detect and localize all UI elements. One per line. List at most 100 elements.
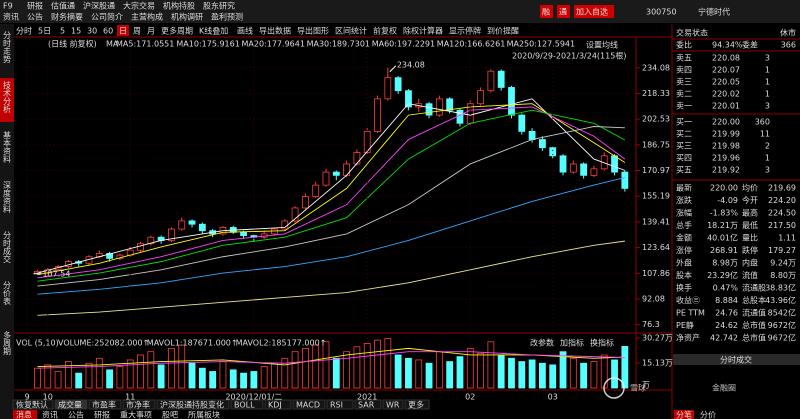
menu-item[interactable]: F9	[3, 2, 13, 11]
volume-bar	[126, 359, 134, 389]
book-price: 219.98	[712, 142, 740, 151]
candle-body	[106, 253, 113, 259]
y-tick-label: 107.86	[642, 269, 670, 278]
bottom-tab[interactable]: SAR	[358, 401, 375, 410]
news-tab[interactable]: 资讯	[42, 410, 58, 419]
toolbar-item[interactable]: 显示停牌	[449, 26, 481, 36]
toolbar-item[interactable]: 前复权	[373, 26, 397, 36]
toolbar-item[interactable]: 到价提醒	[487, 26, 519, 36]
toolbar-item[interactable]: 月	[147, 27, 155, 36]
y-tick-label: 15.13万	[642, 359, 673, 368]
stat-value: 224.20	[768, 196, 796, 205]
y-tick-label: 76.3	[642, 320, 660, 329]
toolbar-item[interactable]: 周	[133, 27, 141, 36]
volume-bar	[291, 351, 299, 389]
menu-item[interactable]: 沪深股通	[83, 1, 115, 11]
bottom-tab[interactable]: 市盈率	[92, 400, 116, 410]
bottom-tab[interactable]: KDJ	[268, 401, 282, 410]
stat-label: 净资产	[676, 333, 700, 343]
stat-label: 跌停	[742, 245, 758, 255]
news-tab[interactable]: 股吧	[162, 411, 178, 419]
x-tick-label: 2021	[357, 393, 377, 402]
bottom-tab[interactable]: RSI	[330, 401, 343, 410]
left-tab[interactable]: 分价表	[3, 281, 12, 306]
bottom-tab[interactable]: 成交量	[58, 400, 82, 410]
news-tab[interactable]: 重大事项	[120, 410, 152, 419]
menu-item[interactable]: 盈利预测	[211, 12, 243, 22]
toolbar-item[interactable]: K线叠加	[199, 26, 228, 36]
toolbar-item[interactable]: 更多周期	[161, 26, 193, 36]
menu-item[interactable]: 机构持股	[163, 1, 195, 11]
toolbar-item[interactable]: 15	[71, 27, 81, 36]
book-label: 买四	[676, 154, 692, 163]
bottom-tab[interactable]: 更多	[408, 400, 424, 410]
toolbar-item[interactable]: 5	[60, 27, 65, 36]
tab-bg	[404, 399, 430, 410]
menu-item[interactable]: 资讯	[3, 12, 19, 22]
news-tab[interactable]: 公告	[68, 410, 84, 419]
header-button[interactable]: 通	[559, 7, 567, 17]
toolbar-item[interactable]: 导出数据	[259, 26, 291, 36]
bottom-tab[interactable]: 市净率	[126, 400, 150, 410]
bottom-tab[interactable]: 沪深股通持股变化	[160, 400, 224, 410]
left-tab[interactable]: 技术分析	[3, 80, 12, 114]
menu-item[interactable]: 估值通	[51, 1, 75, 11]
candle-body	[147, 236, 155, 245]
left-tab[interactable]: 分时成交	[3, 231, 12, 264]
section-header-bg	[673, 354, 800, 365]
menu-item[interactable]: 财务摘要	[51, 12, 83, 22]
toolbar-item[interactable]: 分时	[16, 26, 32, 36]
stat-value: 9.24万	[770, 259, 796, 268]
news-tab[interactable]: 研报	[94, 410, 110, 419]
book-label: 卖五	[676, 54, 692, 63]
toolbar-item[interactable]: 5日	[38, 27, 51, 36]
toolbar-item[interactable]: 区间统计	[335, 26, 367, 36]
menu-item[interactable]: 机构调研	[171, 12, 203, 22]
toolbar-item[interactable]: 导出图形	[297, 26, 329, 36]
menu-item[interactable]: 研报	[27, 1, 43, 11]
toolbar-item[interactable]: 除权计算器	[403, 26, 443, 36]
volume-bar	[240, 372, 247, 389]
news-tab[interactable]: 所属板块	[188, 410, 220, 419]
indicator-button[interactable]: 改参数	[530, 338, 554, 348]
toolbar-item[interactable]: 30	[87, 27, 97, 36]
left-tab[interactable]: 多周期	[3, 330, 12, 356]
left-tab[interactable]: 基本资料	[3, 130, 12, 164]
settings-button[interactable]: 设置均线	[586, 40, 618, 50]
stat-label: 外盘	[676, 258, 692, 268]
legend-entry: MAVOL1:187671.000↑	[147, 339, 238, 348]
bottom-tab[interactable]: 恢复默认	[16, 400, 48, 410]
menu-item[interactable]: 大宗交易	[123, 1, 155, 11]
toolbar-item[interactable]: 60	[103, 27, 113, 36]
menu-item[interactable]: 主营构成	[131, 12, 163, 22]
news-tab[interactable]: 消息	[16, 410, 32, 419]
toolbar-item[interactable]: 日	[119, 27, 127, 36]
volume-bar	[611, 359, 618, 389]
stat-value: 8.80万	[770, 271, 796, 280]
ma-line	[37, 106, 626, 279]
menu-item[interactable]: 股东研究	[203, 1, 235, 11]
x-tick-label: 11	[125, 393, 135, 402]
right-tab[interactable]: 分笔	[676, 410, 692, 419]
book-label: 卖二	[676, 90, 692, 99]
header-button[interactable]: 融	[542, 7, 550, 17]
menu-item[interactable]: 公告	[27, 12, 43, 22]
indicator-button[interactable]: 加指标	[560, 338, 584, 348]
right-tab[interactable]: 分价	[700, 411, 716, 419]
volume-bar	[508, 357, 515, 389]
bottom-tab[interactable]: MACD	[296, 401, 320, 410]
indicator-button[interactable]: 换指标	[590, 338, 614, 348]
stat-label: 总手	[676, 220, 692, 230]
header-button[interactable]: 加入自选	[576, 7, 608, 17]
menu-item[interactable]: 公司简介	[91, 12, 123, 22]
bottom-tab[interactable]: BOLL	[234, 401, 255, 410]
bottom-tab[interactable]: WR	[386, 401, 400, 410]
stat-value: 24.62	[715, 321, 738, 330]
stat-label: 涨停	[676, 245, 692, 255]
left-tab[interactable]: 深度资料	[3, 181, 12, 214]
toolbar-item[interactable]: 画线	[237, 26, 253, 36]
stat-value: 9672亿	[768, 320, 796, 330]
volume-bar	[75, 372, 83, 389]
candle-body	[600, 155, 608, 170]
left-tab[interactable]: 分时走势	[3, 31, 12, 64]
